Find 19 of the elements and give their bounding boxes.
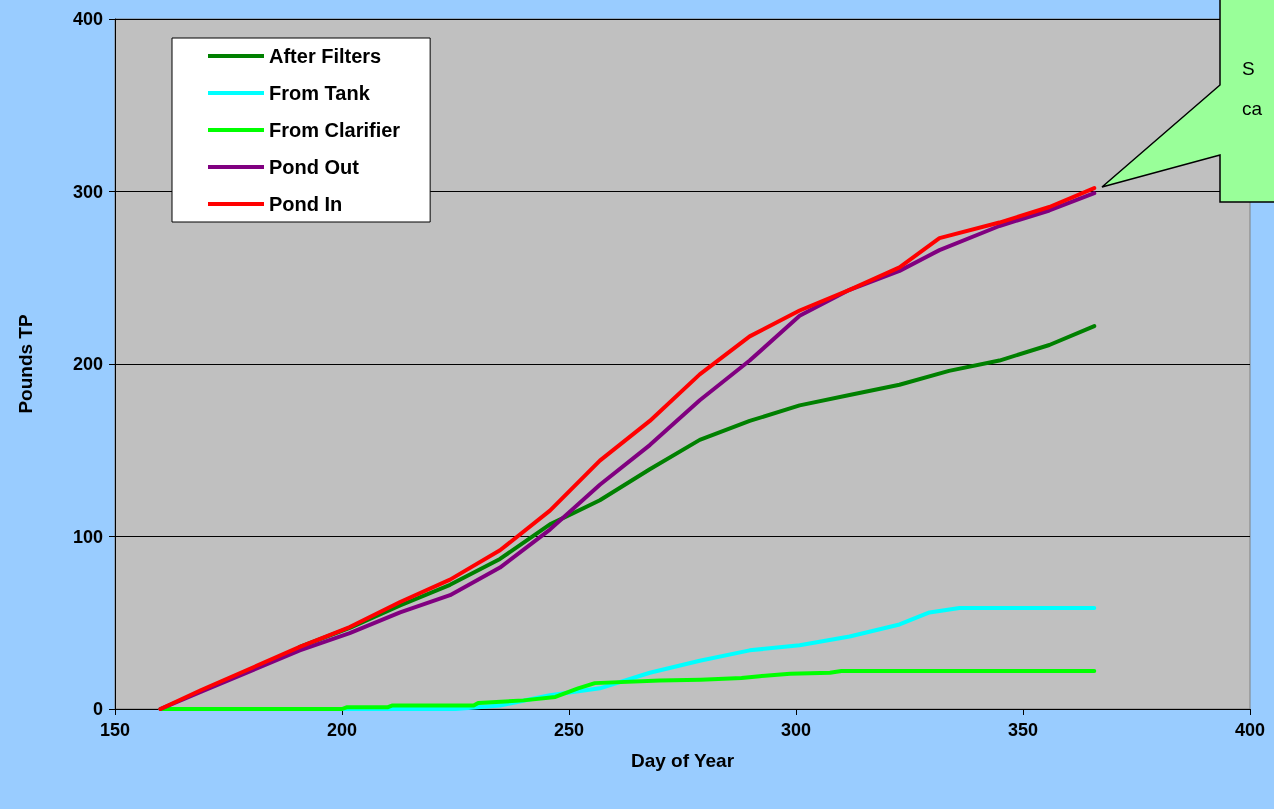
annotation: S ca	[1242, 57, 1263, 119]
x-tick-label: 300	[780, 720, 812, 740]
y-tick-label: 400	[72, 9, 103, 29]
legend-label: Pond In	[269, 193, 343, 215]
x-tick-label: 350	[1007, 720, 1039, 740]
y-tick-label: 200	[72, 354, 103, 374]
y-tick-label: 300	[72, 181, 103, 202]
legend-label: After Filters	[269, 45, 382, 67]
legend-label: From Tank	[269, 82, 371, 104]
x-tick-label: 200	[326, 720, 358, 740]
legend-label: From Clarifier	[269, 119, 401, 141]
y-tick-label: 0	[92, 699, 103, 719]
x-tick-label: 150	[99, 720, 131, 740]
y-tick-label: 100	[72, 526, 103, 547]
x-tick-label: 250	[553, 720, 585, 740]
legend-label: Pond Out	[269, 156, 360, 178]
x-tick-label: 400	[1234, 720, 1266, 740]
y-axis-title: Pounds TP	[15, 314, 36, 414]
x-axis-title: Day of Year	[630, 750, 735, 771]
